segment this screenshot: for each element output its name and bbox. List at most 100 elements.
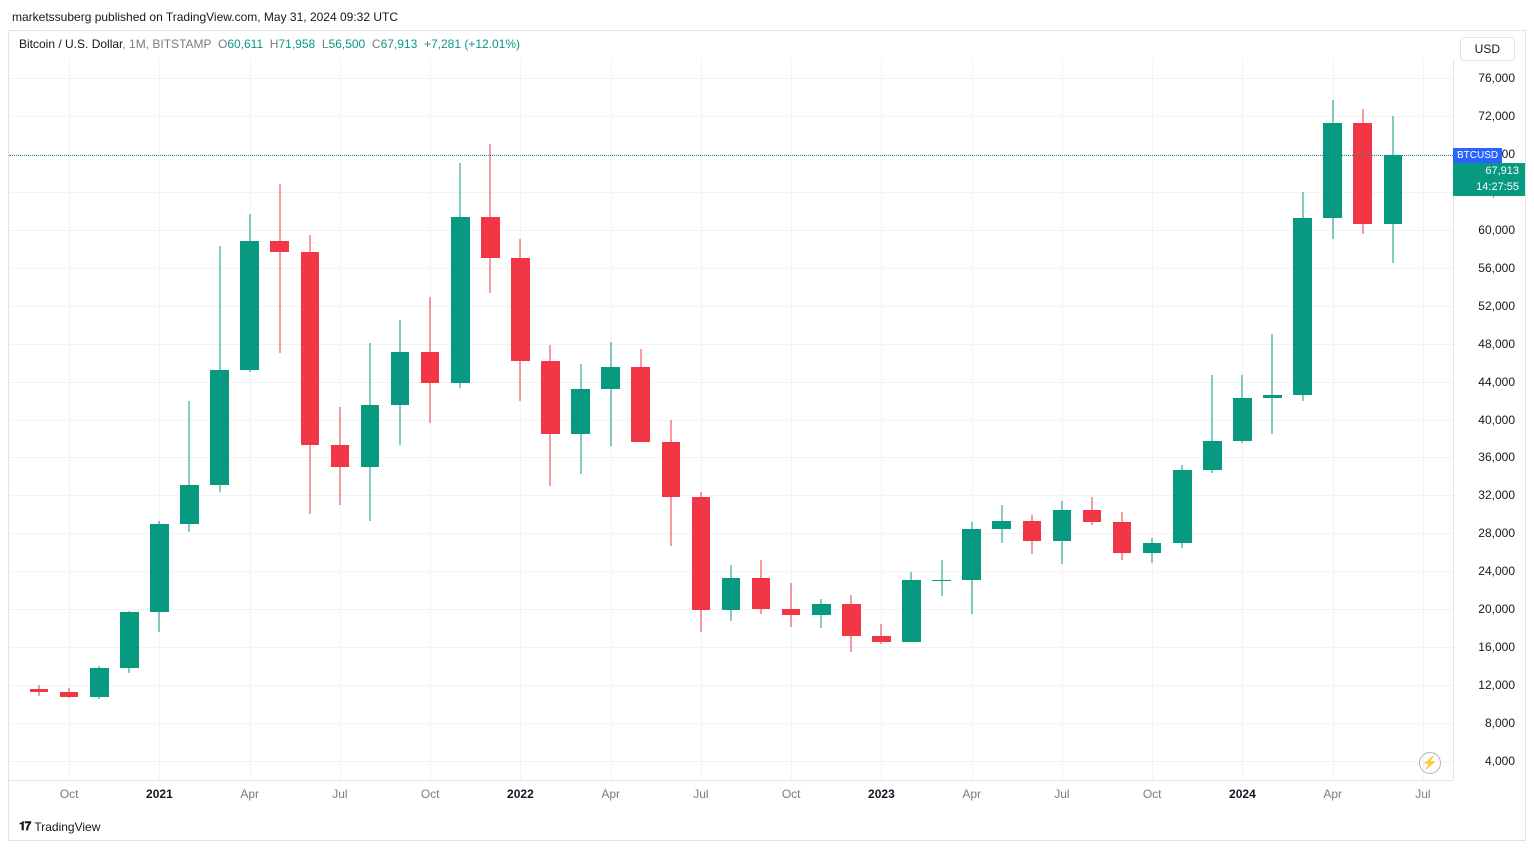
candle[interactable] xyxy=(782,59,801,780)
candle[interactable] xyxy=(722,59,741,780)
candle[interactable] xyxy=(812,59,831,780)
y-tick-label: 4,000 xyxy=(1485,754,1515,768)
candle[interactable] xyxy=(1203,59,1222,780)
candle[interactable] xyxy=(60,59,79,780)
x-tick-label: Oct xyxy=(1143,787,1162,801)
bolt-icon[interactable]: ⚡ xyxy=(1419,752,1441,774)
candle-body xyxy=(962,529,981,580)
candle[interactable] xyxy=(120,59,139,780)
candle-body xyxy=(541,361,560,434)
candle[interactable] xyxy=(932,59,951,780)
candle[interactable] xyxy=(30,59,49,780)
candle[interactable] xyxy=(90,59,109,780)
candle[interactable] xyxy=(1233,59,1252,780)
candle-body xyxy=(361,405,380,467)
candle[interactable] xyxy=(541,59,560,780)
x-tick-label: Apr xyxy=(601,787,620,801)
candle[interactable] xyxy=(752,59,771,780)
y-tick-label: 52,000 xyxy=(1478,299,1515,313)
candle[interactable] xyxy=(1023,59,1042,780)
candle[interactable] xyxy=(481,59,500,780)
candle[interactable] xyxy=(1293,59,1312,780)
candle-body xyxy=(631,367,650,442)
price-tag-symbol: BTCUSD xyxy=(1453,148,1502,163)
candle[interactable] xyxy=(1083,59,1102,780)
x-tick-label: Apr xyxy=(1323,787,1342,801)
c-label: C xyxy=(372,37,381,51)
candle-body xyxy=(752,578,771,609)
candle[interactable] xyxy=(361,59,380,780)
candle-body xyxy=(1353,123,1372,225)
candle[interactable] xyxy=(872,59,891,780)
candle-body xyxy=(872,636,891,643)
candle[interactable] xyxy=(571,59,590,780)
candle[interactable] xyxy=(210,59,229,780)
candle-body xyxy=(692,497,711,610)
x-tick-label: Apr xyxy=(962,787,981,801)
candle-body xyxy=(842,604,861,635)
interval-label[interactable]: 1M xyxy=(129,37,146,51)
candle-body xyxy=(301,252,320,446)
y-tick-label: 32,000 xyxy=(1478,488,1515,502)
candle[interactable] xyxy=(301,59,320,780)
candle[interactable] xyxy=(1143,59,1162,780)
x-tick-label: Apr xyxy=(240,787,259,801)
candle[interactable] xyxy=(692,59,711,780)
l-label: L xyxy=(322,37,329,51)
candle[interactable] xyxy=(180,59,199,780)
candle-body xyxy=(90,668,109,696)
candle-body xyxy=(180,485,199,524)
candle[interactable] xyxy=(1113,59,1132,780)
y-tick-label: 76,000 xyxy=(1478,71,1515,85)
brand-text: TradingView xyxy=(34,820,100,834)
candle-body xyxy=(1263,395,1282,398)
y-tick-label: 40,000 xyxy=(1478,413,1515,427)
candle[interactable] xyxy=(1323,59,1342,780)
candle[interactable] xyxy=(902,59,921,780)
l-value: 56,500 xyxy=(329,37,366,51)
candle[interactable] xyxy=(150,59,169,780)
candle[interactable] xyxy=(451,59,470,780)
candle[interactable] xyxy=(421,59,440,780)
candle-body xyxy=(481,217,500,258)
candle-body xyxy=(1233,398,1252,442)
candle-body xyxy=(210,370,229,485)
candle-body xyxy=(150,524,169,612)
x-axis[interactable]: Oct2021AprJulOct2022AprJulOct2023AprJulO… xyxy=(9,780,1453,812)
plot-area[interactable] xyxy=(9,59,1453,780)
candle[interactable] xyxy=(631,59,650,780)
price-tag-value: 67,913 xyxy=(1453,163,1525,179)
candle-body xyxy=(1143,543,1162,553)
candle-body xyxy=(902,580,921,643)
symbol-name[interactable]: Bitcoin / U.S. Dollar xyxy=(19,37,122,51)
candle[interactable] xyxy=(992,59,1011,780)
candle[interactable] xyxy=(1384,59,1403,780)
candle[interactable] xyxy=(270,59,289,780)
candle[interactable] xyxy=(842,59,861,780)
candle[interactable] xyxy=(962,59,981,780)
candle-body xyxy=(1293,218,1312,394)
candle[interactable] xyxy=(1173,59,1192,780)
exchange-label[interactable]: BITSTAMP xyxy=(152,37,211,51)
change-value: +7,281 (+12.01%) xyxy=(424,37,520,51)
o-value: 60,611 xyxy=(227,37,263,51)
candle[interactable] xyxy=(1263,59,1282,780)
candle-body xyxy=(120,612,139,668)
candle-body xyxy=(1323,123,1342,219)
candle[interactable] xyxy=(511,59,530,780)
price-line xyxy=(9,155,1453,156)
candle[interactable] xyxy=(662,59,681,780)
candle-wick xyxy=(610,342,611,446)
currency-button[interactable]: USD xyxy=(1460,37,1515,61)
candle[interactable] xyxy=(391,59,410,780)
y-tick-label: 24,000 xyxy=(1478,564,1515,578)
candle[interactable] xyxy=(240,59,259,780)
gridline-v xyxy=(1423,59,1424,780)
brand-footer[interactable]: 𝟏𝟕 TradingView xyxy=(19,819,100,834)
candle[interactable] xyxy=(601,59,620,780)
x-tick-label: Jul xyxy=(1415,787,1430,801)
candle-body xyxy=(1384,155,1403,224)
candle[interactable] xyxy=(1353,59,1372,780)
candle[interactable] xyxy=(1053,59,1072,780)
candle[interactable] xyxy=(331,59,350,780)
